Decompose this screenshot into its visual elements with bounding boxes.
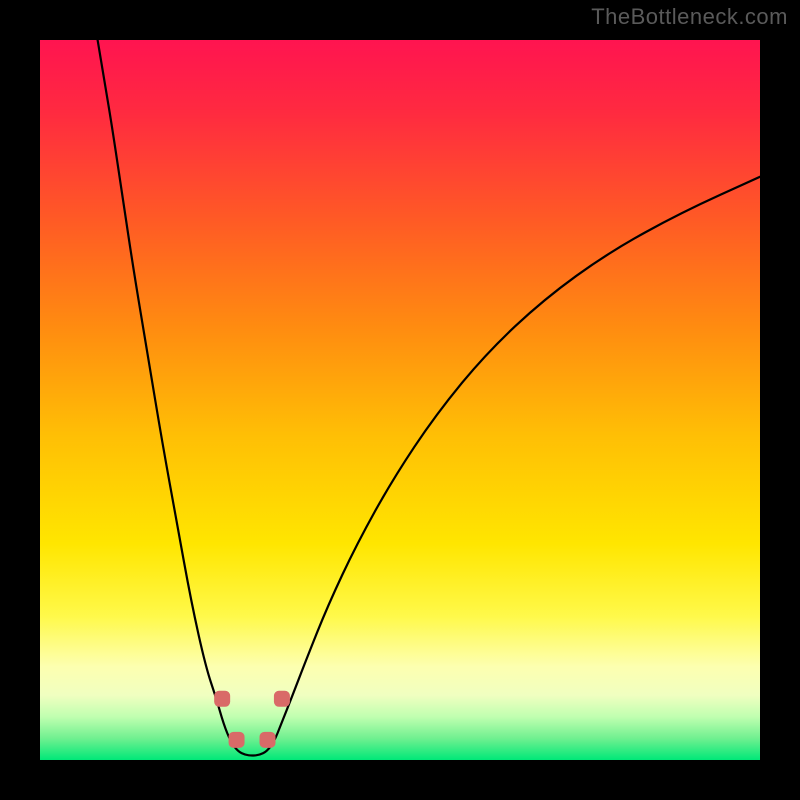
curve-marker xyxy=(214,691,230,707)
watermark-text: TheBottleneck.com xyxy=(591,4,788,30)
gradient-background xyxy=(40,40,760,760)
curve-marker xyxy=(260,732,276,748)
chart-svg xyxy=(40,40,760,760)
curve-marker xyxy=(229,732,245,748)
plot-area xyxy=(40,40,760,760)
chart-outer-frame: TheBottleneck.com xyxy=(0,0,800,800)
curve-marker xyxy=(274,691,290,707)
